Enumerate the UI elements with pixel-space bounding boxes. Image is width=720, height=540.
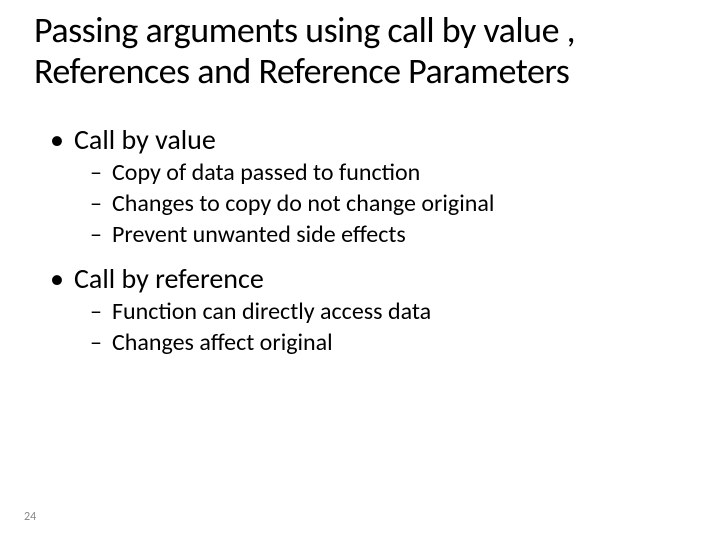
bullet-level2-text: Copy of data passed to function — [112, 158, 420, 187]
bullet-level2: – Copy of data passed to function — [90, 159, 690, 188]
page-number: 24 — [24, 510, 36, 524]
bullet-level1: • Call by value — [50, 122, 690, 157]
slide: Passing arguments using call by value , … — [0, 0, 720, 540]
dash-icon: – — [90, 221, 102, 250]
spacer — [50, 251, 690, 257]
dash-icon: – — [90, 190, 102, 219]
dash-icon: – — [90, 159, 102, 188]
dash-icon: – — [90, 329, 102, 358]
bullet-level2-text: Prevent unwanted side effects — [112, 220, 406, 249]
bullet-level2-text: Changes to copy do not change original — [112, 189, 494, 218]
bullet-level2: – Changes to copy do not change original — [90, 190, 690, 219]
bullet-level2-text: Function can directly access data — [112, 297, 431, 326]
bullet-level1: • Call by reference — [50, 261, 690, 296]
bullet-level2: – Function can directly access data — [90, 298, 690, 327]
bullet-level2: – Changes affect original — [90, 329, 690, 358]
bullet-dot-icon: • — [50, 261, 64, 296]
bullet-level2-text: Changes affect original — [112, 328, 333, 357]
slide-title: Passing arguments using call by value , … — [34, 10, 700, 93]
bullet-level1-text: Call by value — [74, 122, 216, 157]
dash-icon: – — [90, 298, 102, 327]
slide-body: • Call by value – Copy of data passed to… — [50, 118, 690, 360]
bullet-dot-icon: • — [50, 122, 64, 157]
bullet-level2: – Prevent unwanted side effects — [90, 221, 690, 250]
bullet-level1-text: Call by reference — [74, 261, 264, 296]
